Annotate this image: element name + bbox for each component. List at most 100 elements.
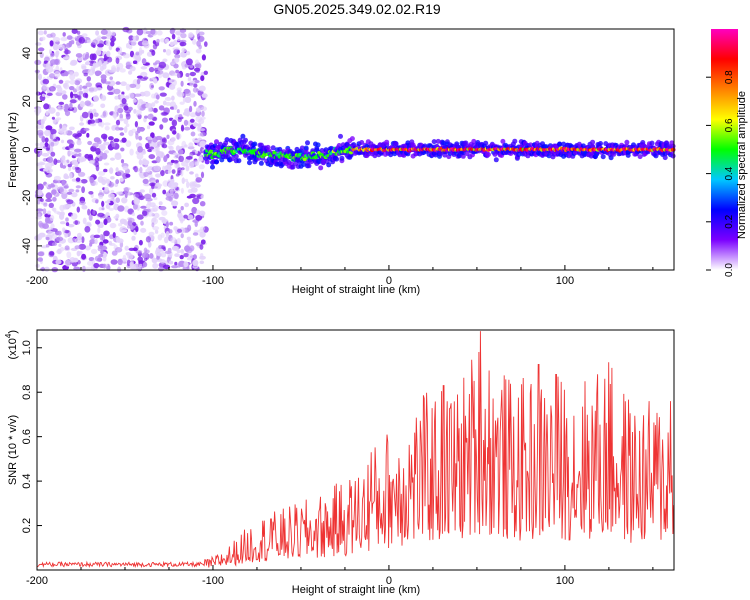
noise-speckle [115,126,120,131]
noise-speckle [195,107,201,113]
spectrogram-y-axis-label: Frequency (Hz) [7,112,19,188]
noise-speckle [54,118,60,123]
noise-speckle [89,123,97,127]
noise-speckle [47,210,51,215]
noise-speckle [50,141,55,147]
noise-speckle [114,247,123,253]
noise-speckle [108,136,114,141]
noise-speckle [41,266,45,272]
noise-speckle [106,50,111,58]
noise-speckle [178,155,184,162]
noise-speckle [137,146,144,153]
noise-speckle [97,176,104,183]
noise-speckle [155,146,160,152]
noise-speckle [184,178,189,183]
noise-speckle [173,246,180,252]
noise-speckle [49,214,55,222]
noise-speckle [166,164,171,169]
noise-speckle [166,134,170,139]
noise-speckle [135,51,140,56]
noise-speckle [60,139,65,144]
noise-speckle [149,187,154,195]
snr-y-axis-label: SNR (10 * v/v) [7,415,19,485]
noise-speckle [172,130,177,135]
signal-halo [662,155,668,161]
noise-speckle [128,92,135,99]
noise-speckle [117,107,124,114]
noise-speckle [95,147,101,155]
noise-speckle [169,221,174,226]
noise-speckle [68,143,74,149]
noise-speckle [160,170,165,177]
noise-speckle [82,85,88,89]
noise-speckle [155,135,163,141]
noise-speckle [89,242,93,247]
noise-speckle [164,250,172,254]
noise-speckle [61,90,67,95]
noise-speckle [94,238,98,245]
noise-speckle [78,90,84,95]
noise-speckle [173,57,180,63]
noise-speckle [49,251,55,256]
noise-speckle [93,262,100,269]
noise-speckle [63,204,71,209]
noise-speckle [62,32,66,37]
noise-speckle [195,177,203,183]
noise-speckle [60,37,68,42]
noise-speckle [101,207,105,211]
noise-speckle [112,113,118,118]
noise-speckle [52,43,59,51]
noise-speckle [184,144,188,148]
noise-speckle [100,103,106,109]
noise-speckle [114,153,122,160]
noise-speckle [145,197,153,202]
noise-speckle [177,116,184,120]
noise-speckle [189,71,197,77]
noise-speckle [84,61,91,66]
noise-speckle [203,70,208,76]
noise-speckle [62,94,68,100]
noise-speckle [89,112,94,120]
noise-speckle [189,182,196,189]
noise-speckle [37,30,45,36]
noise-speckle [79,157,87,162]
noise-speckle [42,83,48,90]
noise-speckle [142,210,148,217]
noise-speckle [116,191,123,195]
noise-speckle [102,239,109,244]
noise-speckle [43,202,48,207]
noise-speckle [117,205,125,212]
noise-speckle [126,43,130,49]
noise-speckle [148,121,155,126]
noise-speckle [178,114,183,118]
noise-speckle [141,40,149,46]
noise-speckle [162,264,171,270]
snr-x-ticks: -200 -100 0 100 [26,565,654,587]
noise-speckle [94,255,101,262]
noise-speckle [171,95,175,101]
snr-x-axis-label: Height of straight line (km) [292,584,420,596]
noise-speckle [142,261,148,268]
noise-speckle [187,214,194,220]
snr-y-ticks: 0.2 0.4 0.6 0.8 1.0 [21,340,42,533]
colorbar-gradient [711,29,738,270]
noise-speckle [168,181,175,189]
noise-speckle [45,236,50,241]
noise-speckle [147,113,154,120]
noise-speckle [67,163,73,168]
noise-speckle [80,179,88,184]
noise-speckle [119,113,123,120]
noise-speckle [67,224,75,228]
noise-speckle [146,125,151,130]
noise-speckle [69,99,77,104]
signal-halo [338,133,343,139]
noise-speckle [45,198,53,202]
noise-speckle [118,118,124,122]
noise-speckle [152,40,156,45]
noise-speckle [191,206,198,214]
noise-speckle [43,103,50,110]
noise-speckle [170,159,175,163]
noise-speckle [38,220,43,227]
noise-speckle [185,58,193,66]
